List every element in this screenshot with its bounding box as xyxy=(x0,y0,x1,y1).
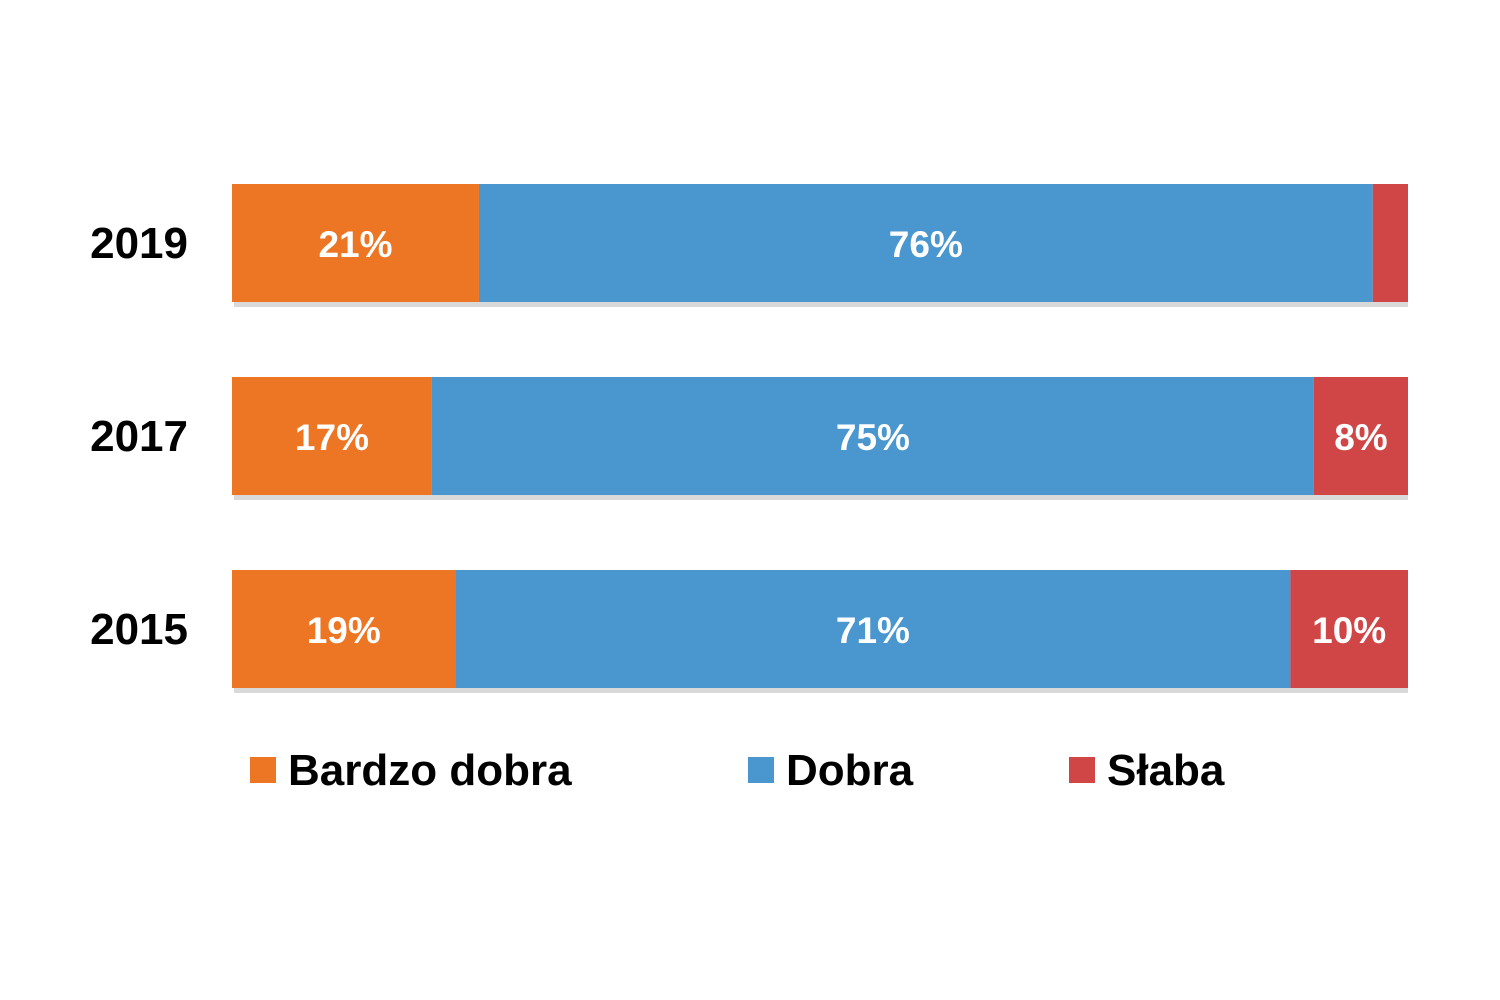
bar-shadow xyxy=(234,302,1408,307)
bars-layer: 2019 21% 76% 2017 17% 75% 8% 2015 19% 71% 10% xyxy=(90,184,1408,693)
category-label: 2019 xyxy=(90,219,188,268)
data-label: 10% xyxy=(1312,610,1386,651)
data-label: 76% xyxy=(889,224,963,265)
data-label: 19% xyxy=(307,610,381,651)
bar-segment-bardzo-dobra-2015 xyxy=(232,570,456,688)
bar-segment-słaba-2019 xyxy=(1372,184,1408,302)
legend-swatch xyxy=(1069,757,1095,783)
legend-item: Dobra xyxy=(748,746,914,795)
legend-label: Bardzo dobra xyxy=(288,746,572,795)
bar-segment-bardzo-dobra-2017 xyxy=(232,377,432,495)
legend-label: Dobra xyxy=(786,746,914,795)
bar-row-2019: 2019 21% 76% xyxy=(90,184,1408,307)
bar-segment-słaba-2015 xyxy=(1290,570,1408,688)
bar-segment-dobra-2015 xyxy=(455,570,1291,688)
legend-label: Słaba xyxy=(1107,746,1225,795)
bar-segment-dobra-2019 xyxy=(478,184,1373,302)
legend-item: Bardzo dobra xyxy=(250,746,572,795)
data-label: 75% xyxy=(836,417,910,458)
legend-swatch xyxy=(250,757,276,783)
bar-segment-bardzo-dobra-2019 xyxy=(232,184,479,302)
bar-segment-dobra-2017 xyxy=(431,377,1314,495)
bar-shadow xyxy=(234,495,1408,500)
legend-item: Słaba xyxy=(1069,746,1225,795)
data-label: 21% xyxy=(318,224,392,265)
data-label: 71% xyxy=(836,610,910,651)
bar-segment-słaba-2017 xyxy=(1313,377,1408,495)
bar-shadow xyxy=(234,688,1408,693)
category-label: 2017 xyxy=(90,412,188,461)
bar-row-2015: 2015 19% 71% 10% xyxy=(90,570,1408,693)
category-label: 2015 xyxy=(90,605,188,654)
legend-swatch xyxy=(748,757,774,783)
data-label: 17% xyxy=(295,417,369,458)
data-label: 8% xyxy=(1334,417,1387,458)
legend: Bardzo dobra Dobra Słaba xyxy=(250,746,1225,795)
bar-row-2017: 2017 17% 75% 8% xyxy=(90,377,1408,500)
